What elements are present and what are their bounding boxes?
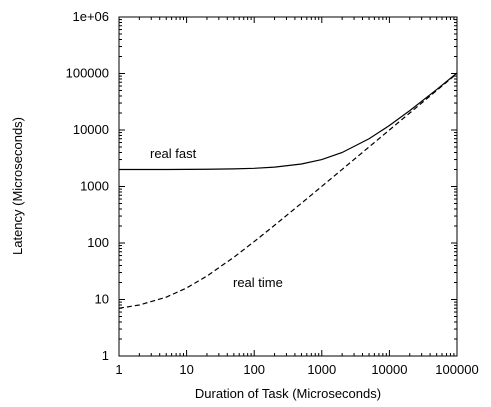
y-tick-label: 1000 bbox=[80, 179, 109, 194]
series-line-real-time bbox=[118, 73, 458, 309]
x-axis-label: Duration of Task (Microseconds) bbox=[195, 386, 381, 401]
y-axis-label: Latency (Microseconds) bbox=[10, 117, 25, 255]
x-tick-label: 10 bbox=[179, 362, 193, 377]
x-tick-label: 1 bbox=[115, 362, 122, 377]
series-label-real-fast: real fast bbox=[150, 146, 197, 161]
y-tick-label: 1e+06 bbox=[72, 9, 109, 24]
series-lines bbox=[118, 72, 458, 309]
series-line-real-fast bbox=[119, 72, 458, 171]
y-tick-label: 10 bbox=[95, 292, 109, 307]
x-tick-label: 100 bbox=[243, 362, 265, 377]
y-tick-label: 100 bbox=[87, 235, 109, 250]
x-tick-label: 1000 bbox=[307, 362, 336, 377]
y-tick-label: 100000 bbox=[66, 66, 109, 81]
y-tick-label: 10000 bbox=[73, 122, 109, 137]
series-label-real-time: real time bbox=[233, 275, 283, 290]
plot-frame bbox=[118, 16, 458, 357]
y-ticks: 1 10 100 1000 10000 100000 1e+06 bbox=[66, 9, 457, 363]
x-ticks: 1 10 100 1000 10000 100000 bbox=[115, 17, 479, 377]
x-tick-label: 10000 bbox=[371, 362, 407, 377]
y-tick-label: 1 bbox=[102, 348, 109, 363]
x-tick-label: 100000 bbox=[435, 362, 478, 377]
